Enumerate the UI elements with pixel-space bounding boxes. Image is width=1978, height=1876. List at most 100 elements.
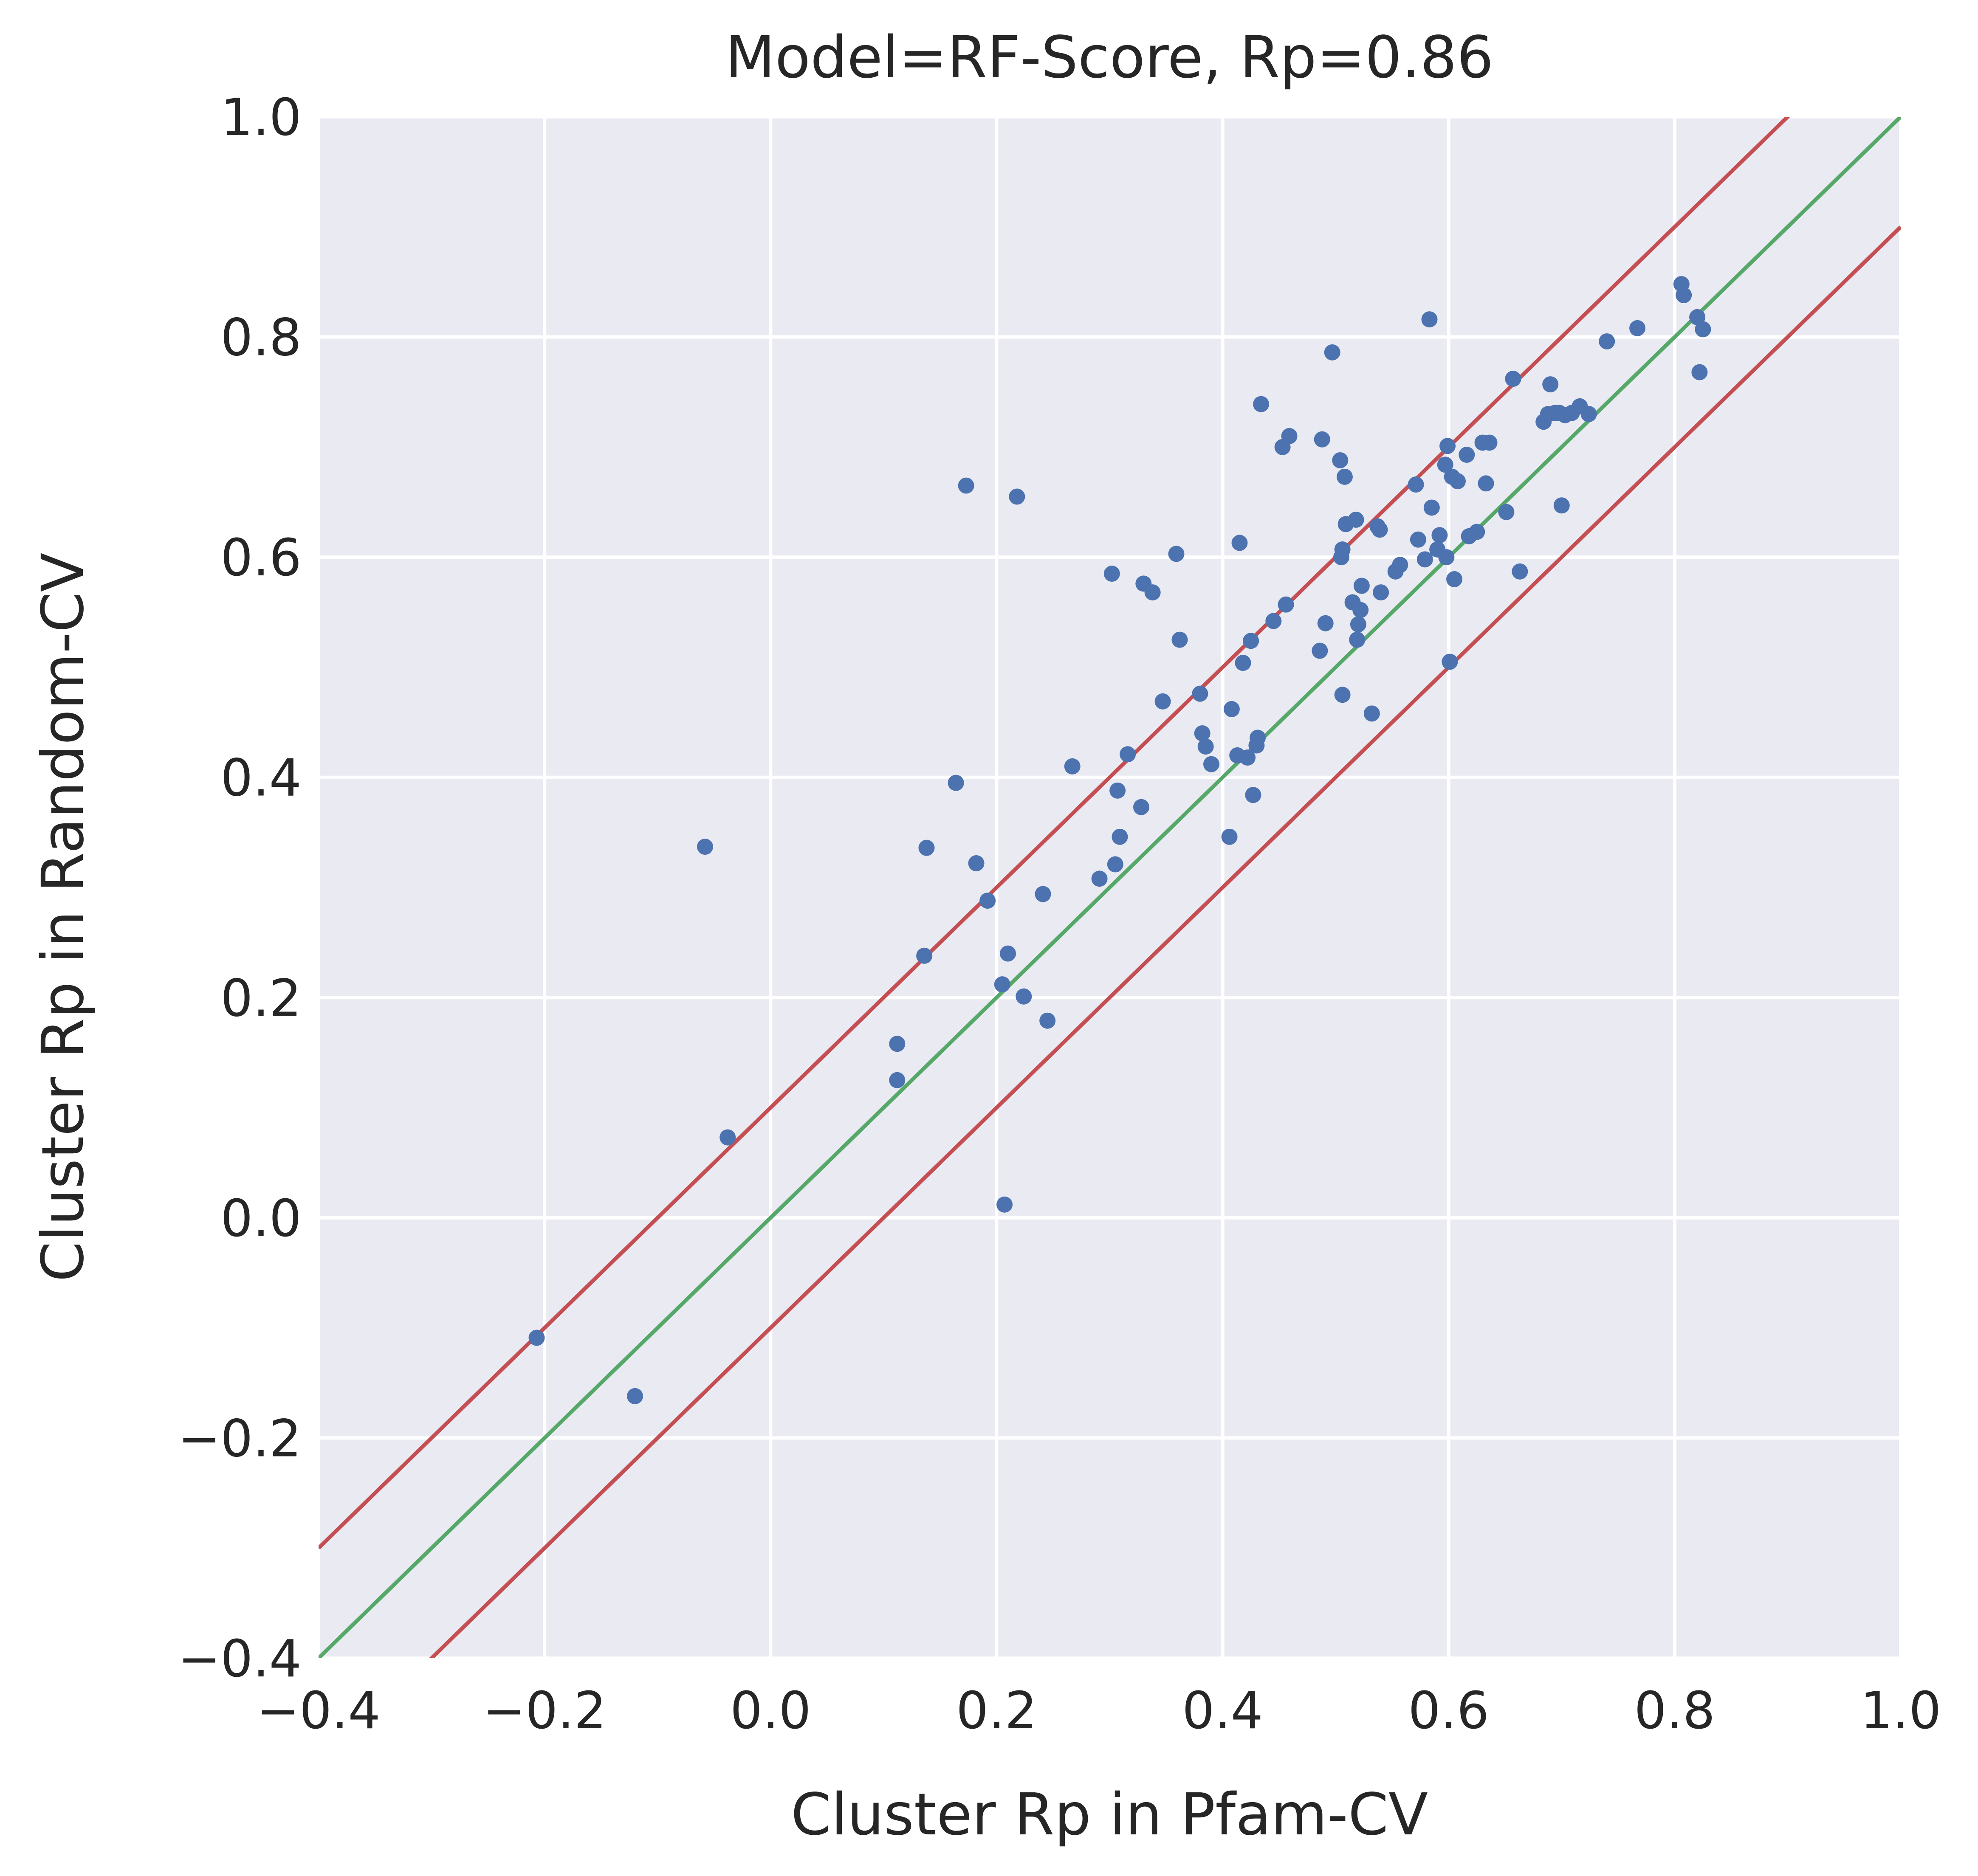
data-point-52 [1314,431,1330,448]
data-point-109 [1676,287,1692,304]
data-point-17 [1035,886,1051,902]
x-tick-label-2: 0.0 [730,1682,811,1741]
data-point-37 [1223,701,1240,717]
data-point-25 [1120,746,1136,763]
data-point-11 [979,893,996,909]
y-tick-label-0: −0.4 [178,1630,302,1689]
data-point-81 [1438,549,1455,566]
y-tick-labels: −0.4 −0.2 0.0 0.2 0.4 0.6 0.8 1.0 [178,88,302,1689]
y-tick-label-6: 0.8 [220,309,302,368]
data-points [528,276,1711,1404]
data-point-20 [1091,870,1108,887]
reference-line-1 [319,117,1901,1658]
data-point-39 [1231,535,1248,551]
data-point-58 [1334,687,1351,703]
data-point-112 [1695,321,1711,338]
data-point-14 [1000,945,1016,962]
data-point-12 [994,976,1010,993]
data-point-18 [1039,1012,1056,1029]
data-point-87 [1459,447,1475,463]
data-point-67 [1363,705,1380,722]
data-point-57 [1334,541,1351,558]
data-point-53 [1317,615,1334,631]
data-point-75 [1416,551,1433,568]
data-point-5 [889,1072,906,1088]
data-point-31 [1171,631,1188,648]
data-point-74 [1410,531,1426,548]
data-point-106 [1599,333,1615,349]
y-tick-label-2: 0.0 [220,1189,302,1248]
data-point-22 [1107,856,1123,873]
data-point-8 [948,775,964,791]
data-point-49 [1278,596,1294,613]
data-point-82 [1439,438,1456,454]
data-point-86 [1450,473,1466,490]
y-tick-label-1: −0.2 [178,1409,302,1468]
data-point-79 [1431,527,1448,544]
data-point-21 [1103,566,1120,582]
data-point-80 [1437,456,1453,473]
data-point-94 [1505,371,1521,387]
y-tick-label-7: 1.0 [220,88,302,147]
data-point-29 [1154,693,1171,710]
data-point-66 [1353,577,1370,594]
data-point-42 [1243,633,1259,649]
data-point-91 [1478,475,1494,492]
data-point-62 [1348,511,1364,528]
data-point-54 [1324,344,1340,361]
x-tick-label-1: −0.2 [483,1682,606,1741]
x-tick-labels: −0.4 −0.2 0.0 0.2 0.4 0.6 0.8 1.0 [257,1682,1941,1741]
data-point-7 [918,839,935,856]
x-tick-label-4: 0.4 [1182,1682,1263,1741]
data-point-77 [1423,499,1440,516]
data-point-85 [1446,571,1463,587]
data-point-63 [1349,631,1366,648]
data-point-64 [1350,616,1366,633]
data-point-101 [1553,497,1570,514]
data-point-6 [916,947,933,964]
data-point-15 [1009,488,1025,505]
x-tick-label-6: 0.8 [1634,1682,1715,1741]
x-tick-label-3: 0.2 [956,1682,1037,1741]
data-point-107 [1629,320,1646,336]
data-point-89 [1469,524,1485,540]
data-point-50 [1281,428,1298,444]
data-point-41 [1239,749,1256,766]
data-point-98 [1542,376,1559,393]
data-point-19 [1064,758,1081,775]
data-point-47 [1265,613,1282,629]
data-point-10 [968,855,985,871]
data-point-69 [1371,521,1388,538]
data-point-110 [1689,309,1706,325]
reference-line-2 [429,225,1901,1658]
data-point-73 [1408,476,1424,493]
data-point-23 [1109,782,1126,799]
data-point-9 [958,477,974,494]
data-point-59 [1336,468,1353,485]
x-axis-label: Cluster Rp in Pfam-CV [791,1781,1428,1848]
y-tick-label-4: 0.4 [220,749,302,808]
x-tick-label-5: 0.6 [1408,1682,1489,1741]
data-point-55 [1332,452,1349,468]
x-tick-label-7: 1.0 [1860,1682,1941,1741]
data-point-35 [1203,756,1219,772]
data-point-93 [1498,504,1515,520]
data-point-0 [528,1330,545,1346]
data-point-16 [1016,988,1032,1005]
reference-lines [319,117,1901,1658]
data-point-105 [1580,406,1597,423]
data-point-95 [1512,563,1528,580]
data-point-33 [1194,725,1211,741]
chart-title: Model=RF-Score, Rp=0.86 [725,24,1493,91]
data-point-51 [1312,642,1328,659]
data-point-3 [720,1129,736,1146]
data-point-36 [1221,828,1238,845]
data-point-28 [1144,584,1161,601]
data-point-46 [1253,396,1270,412]
data-point-34 [1197,738,1214,755]
y-axis-label: Cluster Rp in Random-CV [30,552,97,1282]
data-point-2 [697,839,713,855]
data-point-32 [1192,685,1208,702]
y-tick-label-3: 0.2 [220,969,302,1028]
